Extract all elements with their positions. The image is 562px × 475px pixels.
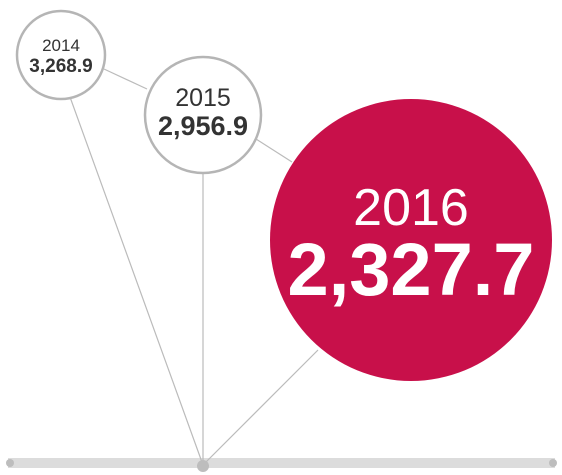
stem-line [202,349,319,466]
stem-line [69,96,204,466]
base-dot [549,459,557,467]
value-label: 2,956.9 [158,111,248,141]
base-dot [6,459,14,467]
bubble-highlight [270,99,552,381]
year-label: 2014 [42,36,80,55]
bubble [143,55,263,175]
connector-line [103,68,148,90]
base-dot [197,460,209,472]
connector-line [255,138,293,163]
value-label: 2,327.7 [288,228,535,311]
bubble [15,9,107,101]
year-label: 2016 [353,179,469,237]
year-label: 2015 [175,84,231,112]
base-bar [8,458,555,468]
value-label: 3,268.9 [29,56,92,77]
